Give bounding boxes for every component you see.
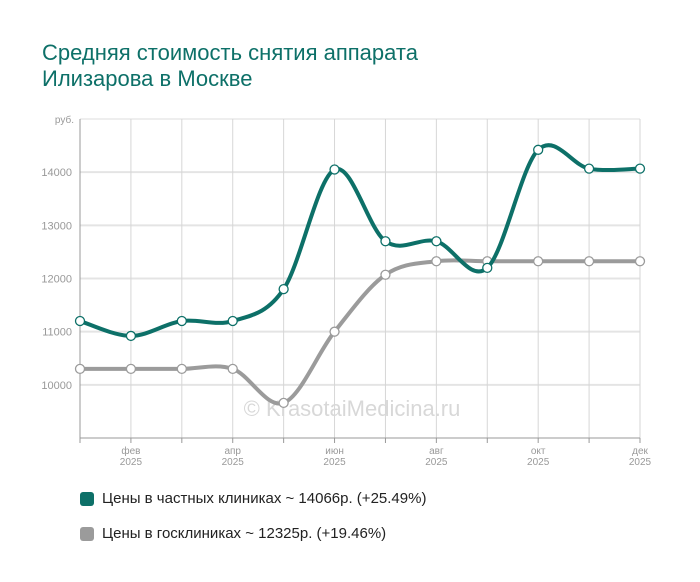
data-point-public (74, 363, 86, 375)
data-point-public (329, 326, 340, 337)
data-point-public (533, 256, 544, 267)
data-point-private (227, 315, 238, 327)
data-point-private (278, 283, 289, 295)
x-tick-label-month: фев (121, 445, 140, 457)
x-tick-label-month: окт (531, 446, 546, 457)
x-tick-label-year: 2025 (425, 457, 448, 468)
data-point-private (634, 163, 646, 174)
data-point-private (431, 236, 442, 247)
data-point-private (380, 236, 391, 247)
legend-item-public[interactable]: Цены в госклиниках ~ 12325р. (+19.46%) (80, 525, 386, 542)
data-point-private (482, 262, 493, 274)
legend-swatch-private (80, 491, 94, 506)
legend-swatch-public (80, 526, 94, 541)
y-tick-label: 11000 (42, 327, 72, 339)
data-point-private (176, 315, 187, 327)
x-tick-label-year: 2025 (120, 457, 143, 468)
x-tick-label-year: 2025 (629, 457, 652, 468)
x-tick-label-year: 2025 (323, 457, 346, 468)
x-tick-label-month: дек (632, 446, 648, 457)
data-point-public (380, 269, 391, 280)
y-tick-label: 10000 (41, 380, 72, 392)
data-point-private (74, 315, 86, 327)
x-tick-label-month: авг (429, 446, 444, 457)
data-point-private (583, 163, 595, 174)
data-point-public (431, 256, 442, 267)
legend-label-private: Цены в частных клиниках ~ 14066р. (+25.4… (102, 490, 427, 507)
series-line-private (78, 143, 642, 338)
legend-label-public: Цены в госклиниках ~ 12325р. (+19.46%) (102, 525, 387, 542)
x-tick-label-month: апр (224, 446, 241, 457)
legend-item-private[interactable]: Цены в частных клиниках ~ 14066р. (+25.4… (80, 490, 426, 507)
y-axis-unit: руб. (55, 114, 74, 126)
data-point-public (125, 363, 137, 375)
x-tick-label-year: 2025 (222, 457, 245, 468)
x-tick-label-month: июн (325, 446, 344, 457)
data-point-private (125, 330, 137, 342)
data-point-public (634, 256, 646, 267)
data-point-public (176, 363, 187, 375)
data-point-private (329, 164, 340, 175)
watermark: © KrasotaiMedicina.ru (244, 396, 461, 421)
x-tick-label-year: 2025 (527, 457, 550, 468)
chart-title: Средняя стоимость снятия аппарата Илизар… (42, 40, 418, 91)
data-point-public (583, 256, 595, 267)
y-tick-label: 12000 (41, 274, 72, 286)
y-tick-label: 13000 (41, 220, 72, 232)
data-point-private (533, 144, 544, 155)
data-point-public (227, 363, 238, 375)
y-tick-label: 14000 (41, 167, 72, 179)
data-point-public (278, 397, 289, 409)
